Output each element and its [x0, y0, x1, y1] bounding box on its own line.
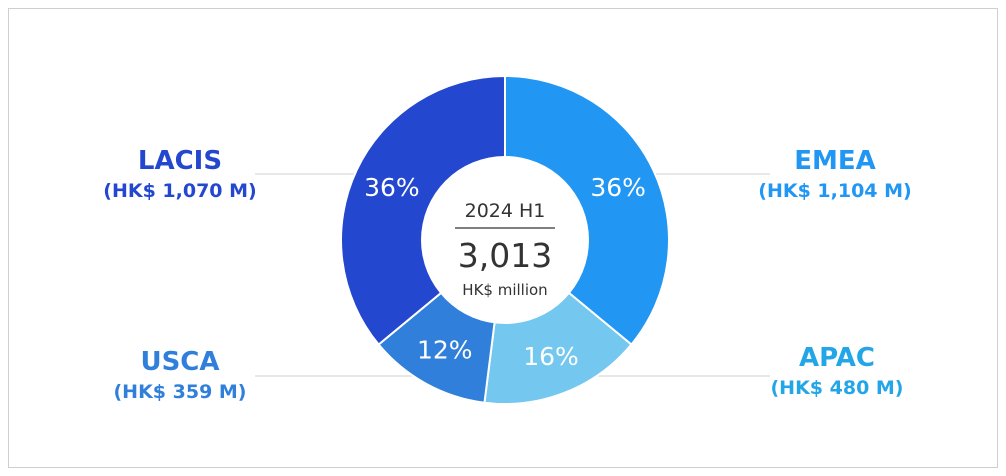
donut-hole	[421, 156, 589, 324]
center-unit: HK$ million	[462, 281, 547, 299]
percent-label-apac: 16%	[523, 342, 579, 371]
region-name: APAC	[799, 343, 875, 373]
region-amount: (HK$ 480 M)	[770, 377, 904, 399]
center-total: 3,013	[458, 236, 552, 275]
region-label-lacis: LACIS (HK$ 1,070 M)	[95, 146, 265, 204]
slice-lacis	[340, 74, 506, 346]
region-amount: (HK$ 1,070 M)	[103, 180, 257, 202]
percent-labels: 36% 16% 12% 36%	[364, 173, 646, 371]
region-name: LACIS	[137, 146, 223, 176]
region-amount: (HK$ 1,104 M)	[758, 180, 912, 202]
region-label-emea: EMEA (HK$ 1,104 M)	[750, 146, 920, 204]
percent-label-emea: 36%	[590, 173, 646, 202]
slice-emea	[504, 74, 670, 346]
region-name: USCA	[140, 347, 220, 377]
region-label-usca: USCA (HK$ 359 M)	[95, 347, 265, 405]
donut-slices	[340, 74, 670, 405]
percent-label-usca: 12%	[417, 336, 473, 365]
region-name: EMEA	[794, 146, 876, 176]
region-label-apac: APAC (HK$ 480 M)	[752, 343, 922, 401]
region-amount: (HK$ 359 M)	[113, 381, 247, 403]
center-period: 2024 H1	[465, 200, 546, 222]
percent-label-lacis: 36%	[364, 173, 420, 202]
